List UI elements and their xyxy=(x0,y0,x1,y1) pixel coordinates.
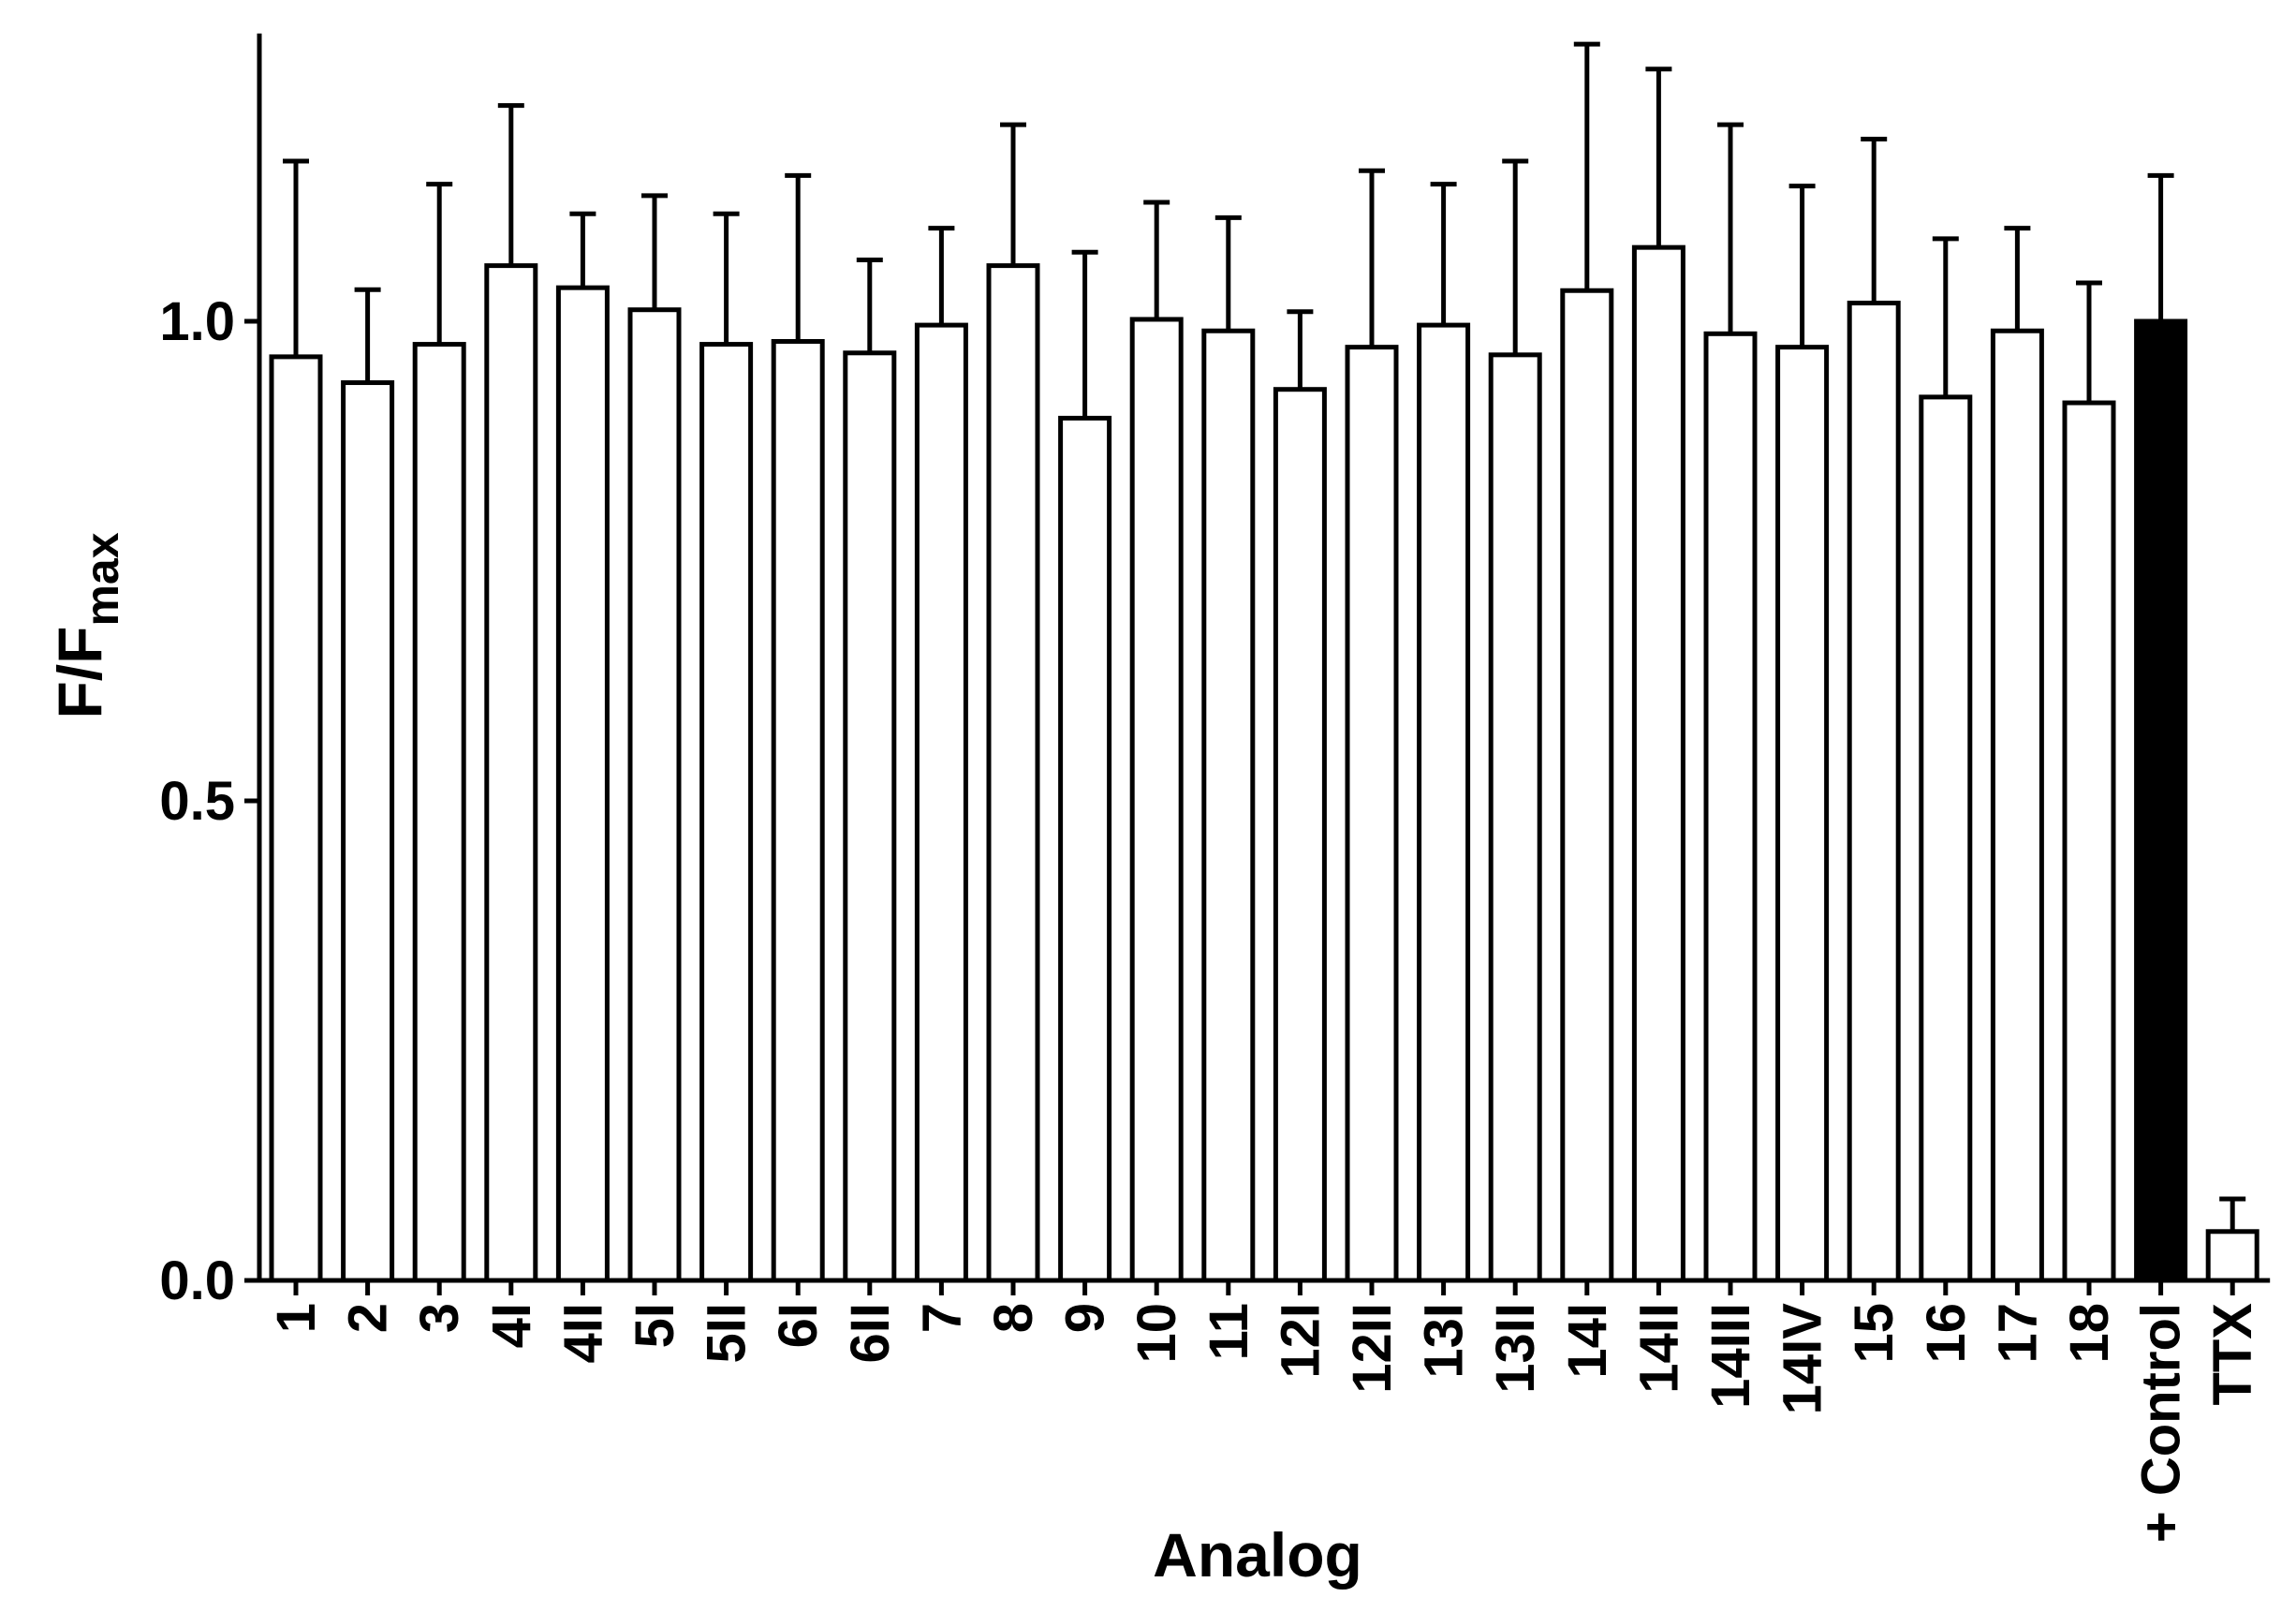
bar-1 xyxy=(269,354,323,1283)
bar-10 xyxy=(1129,317,1184,1283)
x-tick-label: 16 xyxy=(1916,1303,1977,1364)
bar-14ii xyxy=(1631,244,1685,1283)
y-tick-label: 1.0 xyxy=(159,291,235,352)
x-tick-label: 13I xyxy=(1414,1303,1475,1379)
x-tick-label: 4I xyxy=(481,1303,542,1348)
y-tick-label: 0.5 xyxy=(159,771,235,832)
bar-14iv xyxy=(1775,345,1830,1283)
x-tick-label: 14II xyxy=(1628,1303,1689,1394)
x-tick-label: 2 xyxy=(338,1303,399,1333)
x-tick-label: 7 xyxy=(911,1303,972,1333)
y-axis-title-main: F/F xyxy=(45,627,114,719)
bar-12ii xyxy=(1345,345,1399,1283)
y-axis-title-subscript: max xyxy=(76,532,128,626)
bar-9 xyxy=(1058,415,1112,1283)
bar-4ii xyxy=(555,285,610,1283)
x-tick-label: 6I xyxy=(768,1303,829,1348)
x-tick-label: + Control xyxy=(2131,1303,2192,1543)
x-tick-label: 4II xyxy=(552,1303,613,1364)
x-tick-label: TTX xyxy=(2202,1303,2263,1406)
x-axis-title: Analog xyxy=(1153,1520,1362,1590)
x-tick-label: 8 xyxy=(983,1303,1044,1333)
bars-group xyxy=(269,244,2259,1283)
y-tick-label: 0.0 xyxy=(159,1250,235,1311)
bar-control xyxy=(2134,318,2188,1283)
x-tick-label: 11 xyxy=(1199,1303,1259,1360)
bar-13i xyxy=(1417,322,1471,1283)
x-tick-label: 14IV xyxy=(1773,1303,1833,1415)
x-tick-label: 14I xyxy=(1557,1303,1618,1379)
x-tick-label: 15 xyxy=(1844,1303,1905,1364)
x-tick-label: 17 xyxy=(1987,1303,2048,1364)
x-tick-label: 5II xyxy=(697,1303,758,1364)
bar-4i xyxy=(484,263,538,1283)
bar-3 xyxy=(412,342,466,1283)
x-tick-label: 13II xyxy=(1485,1303,1546,1394)
bar-18 xyxy=(2062,400,2116,1283)
x-tick-label: 9 xyxy=(1055,1303,1116,1333)
bar-12i xyxy=(1273,387,1327,1283)
bar-15 xyxy=(1847,301,1901,1283)
bar-11 xyxy=(1201,328,1256,1283)
x-tick-label: 1 xyxy=(266,1303,327,1333)
bar-17 xyxy=(1990,328,2044,1283)
error-bars-group xyxy=(283,41,2246,1232)
x-tick-label: 12I xyxy=(1270,1303,1331,1379)
bar-5ii xyxy=(699,342,754,1283)
x-axis: 1 2 3 4I 4II 5I 5II 6I 6II 7 8 9 10 11 12I 12II 13I 13II 1… xyxy=(259,1278,2271,1543)
x-tick-label: 10 xyxy=(1126,1303,1187,1364)
x-tick-label: 6II xyxy=(840,1303,901,1364)
x-tick-label: 12II xyxy=(1342,1303,1403,1394)
bar-6i xyxy=(771,339,825,1283)
x-tick-label: 3 xyxy=(409,1303,470,1333)
bar-13ii xyxy=(1488,352,1542,1283)
bar-5i xyxy=(627,307,682,1283)
x-tick-label: 18 xyxy=(2059,1303,2120,1364)
y-axis: 0.0 0.5 1.0 xyxy=(159,33,262,1311)
bar-16 xyxy=(1919,394,1973,1283)
bar-ttx xyxy=(2205,1229,2259,1283)
bar-14i xyxy=(1560,288,1614,1283)
bar-6ii xyxy=(843,350,897,1283)
bar-7 xyxy=(914,322,968,1283)
x-tick-label: 14III xyxy=(1700,1303,1761,1409)
bar-8 xyxy=(986,263,1040,1283)
y-axis-title: F/Fmax xyxy=(45,532,128,718)
bar-2 xyxy=(341,380,395,1283)
x-tick-label: 5I xyxy=(625,1303,685,1348)
bar-14iii xyxy=(1703,331,1758,1283)
